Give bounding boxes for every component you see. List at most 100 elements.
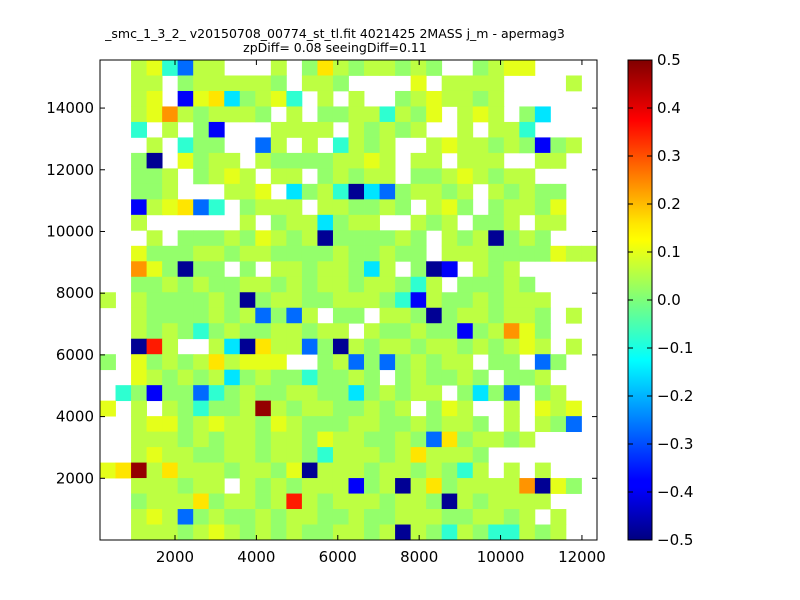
- colorbar-tick-label: −0.4: [657, 483, 693, 501]
- heatmap-cell: [270, 261, 287, 278]
- heatmap-cell: [379, 168, 396, 185]
- heatmap-cell: [286, 307, 303, 324]
- heatmap-cell: [146, 416, 163, 433]
- heatmap-cell: [550, 509, 567, 525]
- heatmap-cell: [177, 307, 194, 324]
- heatmap-cell: [332, 245, 349, 262]
- heatmap-cell: [441, 447, 458, 463]
- heatmap-cell: [208, 385, 225, 402]
- heatmap-cell: [472, 276, 489, 293]
- heatmap-cell: [410, 90, 427, 107]
- heatmap-cell: [177, 416, 194, 433]
- heatmap-cell: [208, 245, 225, 262]
- heatmap-cell: [177, 152, 194, 169]
- heatmap-cell: [193, 199, 210, 216]
- y-tick-label: 6000: [56, 346, 94, 364]
- heatmap-cell: [131, 292, 147, 309]
- heatmap-cell: [208, 199, 225, 216]
- heatmap-cell: [255, 183, 272, 200]
- heatmap-cell: [332, 199, 349, 216]
- heatmap-cell: [332, 261, 349, 278]
- heatmap-cell: [224, 354, 241, 371]
- heatmap-cell: [317, 509, 334, 525]
- heatmap-cell: [332, 431, 349, 448]
- heatmap-cell: [503, 524, 520, 541]
- heatmap-cell: [224, 323, 241, 340]
- heatmap-cell: [534, 183, 551, 200]
- heatmap-cell: [364, 338, 380, 355]
- heatmap-cell: [270, 121, 287, 138]
- heatmap-cell: [131, 168, 147, 185]
- heatmap-cell: [286, 121, 303, 138]
- heatmap-cell: [270, 292, 287, 309]
- heatmap-cell: [550, 478, 567, 494]
- heatmap-cell: [270, 462, 287, 479]
- heatmap-cell: [457, 276, 474, 293]
- heatmap-cell: [503, 369, 520, 386]
- heatmap-cell: [395, 323, 412, 340]
- x-axis: 2000 4000 6000 8000 10000 12000: [156, 60, 606, 566]
- heatmap-cell: [100, 462, 116, 479]
- heatmap-cell: [364, 462, 380, 479]
- heatmap-cell: [224, 447, 241, 463]
- heatmap-cell: [410, 431, 427, 448]
- heatmap-cell: [472, 478, 489, 494]
- heatmap-cell: [146, 524, 163, 541]
- heatmap-cell: [131, 323, 147, 340]
- heatmap-cell: [255, 385, 272, 402]
- heatmap-cell: [426, 106, 443, 123]
- heatmap-cell: [364, 276, 380, 293]
- heatmap-cell: [565, 137, 582, 154]
- heatmap-cell: [488, 90, 505, 107]
- heatmap-cell: [177, 60, 194, 76]
- heatmap-cell: [193, 261, 210, 278]
- heatmap-cell: [239, 75, 256, 92]
- heatmap-cell: [177, 400, 194, 417]
- heatmap-cell: [255, 400, 272, 417]
- heatmap-cell: [426, 199, 443, 216]
- heatmap-cell: [348, 400, 365, 417]
- heatmap-cell: [410, 416, 427, 433]
- heatmap-cell: [286, 199, 303, 216]
- heatmap-cell: [317, 152, 334, 169]
- heatmap-cell: [379, 276, 396, 293]
- heatmap-cell: [457, 400, 474, 417]
- heatmap-cell: [565, 338, 582, 355]
- y-axis: 2000 4000 6000 8000 10000 12000 14000: [46, 99, 597, 487]
- heatmap-cell: [193, 152, 210, 169]
- heatmap-cell: [488, 199, 505, 216]
- heatmap-cell: [348, 338, 365, 355]
- heatmap-cell: [364, 199, 380, 216]
- heatmap-cell: [177, 199, 194, 216]
- heatmap-cell: [270, 509, 287, 525]
- y-tick-label: 12000: [46, 161, 94, 179]
- heatmap-cell: [503, 478, 520, 494]
- heatmap-cell: [332, 478, 349, 494]
- heatmap-cell: [332, 447, 349, 463]
- colorbar-tick-label: 0.1: [657, 243, 681, 261]
- heatmap-cell: [146, 307, 163, 324]
- heatmap-cell: [224, 524, 241, 541]
- heatmap-cell: [472, 338, 489, 355]
- heatmap-cell: [286, 447, 303, 463]
- heatmap-cell: [410, 307, 427, 324]
- heatmap-cell: [255, 199, 272, 216]
- heatmap-cell: [534, 199, 551, 216]
- heatmap-cell: [519, 106, 536, 123]
- heatmap-cell: [286, 90, 303, 107]
- heatmap-cell: [472, 230, 489, 247]
- heatmap-cell: [379, 60, 396, 76]
- heatmap-cell: [193, 354, 210, 371]
- heatmap-cell: [426, 137, 443, 154]
- heatmap-cell: [317, 493, 334, 510]
- heatmap-cell: [519, 137, 536, 154]
- heatmap-cell: [208, 400, 225, 417]
- heatmap-cell: [348, 493, 365, 510]
- heatmap-cell: [503, 400, 520, 417]
- heatmap-cell: [332, 493, 349, 510]
- heatmap-cell: [146, 230, 163, 247]
- heatmap-cell: [348, 416, 365, 433]
- heatmap-cell: [208, 292, 225, 309]
- heatmap-cell: [317, 230, 334, 247]
